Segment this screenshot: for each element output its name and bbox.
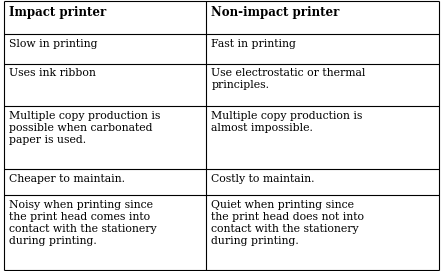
Text: Multiple copy production is
possible when carbonated
paper is used.: Multiple copy production is possible whe…: [9, 111, 160, 145]
Text: Non-impact printer: Non-impact printer: [211, 6, 340, 19]
Text: Multiple copy production is
almost impossible.: Multiple copy production is almost impos…: [211, 111, 363, 133]
Text: Fast in printing: Fast in printing: [211, 39, 296, 49]
Text: Slow in printing: Slow in printing: [9, 39, 97, 49]
Text: Costly to maintain.: Costly to maintain.: [211, 173, 315, 183]
Text: Cheaper to maintain.: Cheaper to maintain.: [9, 173, 125, 183]
Text: Impact printer: Impact printer: [9, 6, 106, 19]
Text: Uses ink ribbon: Uses ink ribbon: [9, 69, 96, 79]
Text: Quiet when printing since
the print head does not into
contact with the statione: Quiet when printing since the print head…: [211, 200, 364, 246]
Text: Noisy when printing since
the print head comes into
contact with the stationery
: Noisy when printing since the print head…: [9, 200, 156, 246]
Text: Use electrostatic or thermal
principles.: Use electrostatic or thermal principles.: [211, 69, 365, 91]
